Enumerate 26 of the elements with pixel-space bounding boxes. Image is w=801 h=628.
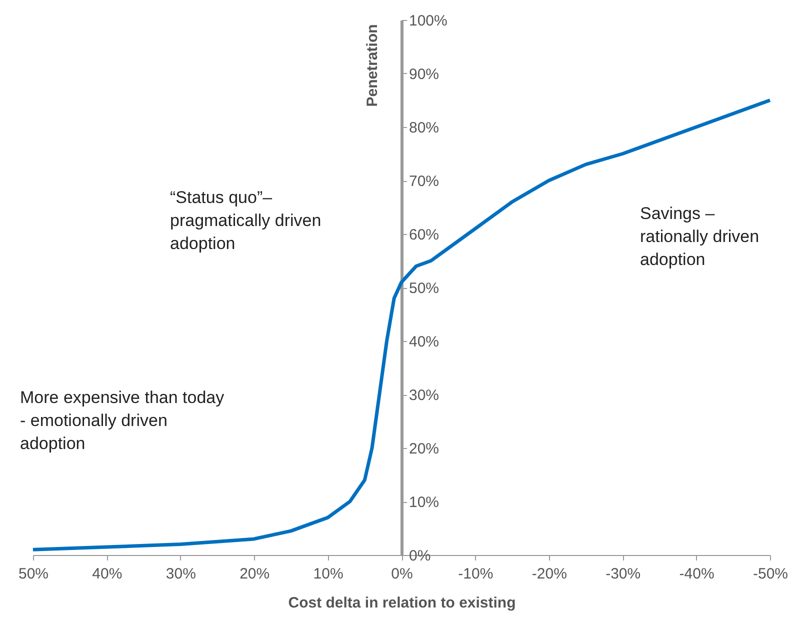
y-tick-label: 100% bbox=[409, 12, 448, 30]
y-tick-label: 70% bbox=[409, 173, 440, 190]
x-tick-label: -20% bbox=[532, 566, 567, 582]
x-tick-label: -50% bbox=[752, 566, 788, 582]
x-tick-label: 10% bbox=[313, 566, 344, 582]
x-axis-title: Cost delta in relation to existing bbox=[288, 594, 516, 612]
y-axis-title: Penetration bbox=[364, 24, 381, 107]
x-tick-label: -40% bbox=[679, 566, 714, 582]
x-tick-label: 50% bbox=[18, 566, 49, 582]
y-tick-label: 30% bbox=[409, 387, 440, 404]
y-tick-label: 60% bbox=[409, 226, 440, 244]
y-tick-label: 50% bbox=[409, 280, 440, 297]
x-tick-label: 40% bbox=[92, 566, 122, 582]
x-tick-label: 0% bbox=[391, 566, 413, 582]
x-tick-label: -30% bbox=[606, 566, 641, 582]
y-tick-label: 90% bbox=[409, 66, 440, 83]
x-tick-label: 20% bbox=[240, 566, 270, 582]
annotation: Savings – rationally driven adoption bbox=[640, 204, 760, 269]
x-tick-label: -10% bbox=[458, 566, 494, 582]
annotation: “Status quo”– pragmatically driven adoption bbox=[170, 188, 322, 253]
y-tick-label: 40% bbox=[409, 334, 440, 350]
y-tick-label: 10% bbox=[409, 494, 440, 511]
y-tick-label: 20% bbox=[409, 440, 440, 458]
y-tick-label: 80% bbox=[409, 120, 440, 136]
annotation: More expensive than today - emotionally driven adoption bbox=[20, 388, 225, 453]
x-tick-label: 30% bbox=[166, 566, 196, 582]
